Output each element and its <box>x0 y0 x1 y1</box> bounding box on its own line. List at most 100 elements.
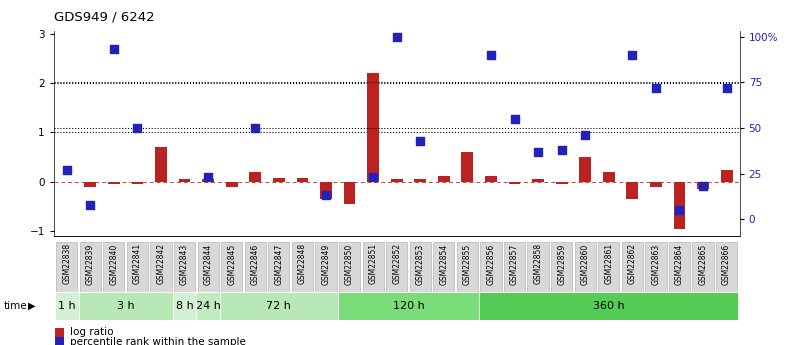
Bar <box>414 179 426 182</box>
FancyBboxPatch shape <box>80 242 101 292</box>
Bar <box>697 182 709 189</box>
Bar <box>532 179 544 182</box>
Bar <box>391 179 403 182</box>
Bar <box>674 182 685 229</box>
Point <box>84 202 97 207</box>
Point <box>579 132 592 138</box>
Bar <box>650 182 662 187</box>
Text: 360 h: 360 h <box>593 301 625 311</box>
FancyBboxPatch shape <box>127 242 148 292</box>
Bar <box>367 73 379 182</box>
Text: GSM22864: GSM22864 <box>675 243 684 285</box>
Point <box>485 52 498 58</box>
Text: 3 h: 3 h <box>117 301 134 311</box>
Text: GSM22857: GSM22857 <box>510 243 519 285</box>
Bar <box>626 182 638 199</box>
FancyBboxPatch shape <box>479 292 739 320</box>
Text: GSM22858: GSM22858 <box>534 243 543 284</box>
Text: GSM22849: GSM22849 <box>321 243 331 285</box>
Text: GSM22853: GSM22853 <box>416 243 425 285</box>
FancyBboxPatch shape <box>433 242 454 292</box>
Point <box>532 149 544 155</box>
Bar <box>320 182 332 199</box>
FancyBboxPatch shape <box>692 242 713 292</box>
Text: GSM22865: GSM22865 <box>698 243 708 285</box>
Point <box>697 184 710 189</box>
Bar <box>579 157 591 182</box>
Text: GSM22848: GSM22848 <box>298 243 307 284</box>
Text: GSM22855: GSM22855 <box>463 243 472 285</box>
FancyBboxPatch shape <box>574 242 596 292</box>
Text: GSM22839: GSM22839 <box>85 243 95 285</box>
Bar <box>85 182 97 187</box>
FancyBboxPatch shape <box>316 242 337 292</box>
FancyBboxPatch shape <box>268 242 290 292</box>
FancyBboxPatch shape <box>598 242 619 292</box>
Point <box>414 138 426 144</box>
FancyBboxPatch shape <box>174 242 195 292</box>
FancyBboxPatch shape <box>78 292 172 320</box>
Text: GSM22843: GSM22843 <box>180 243 189 285</box>
Bar <box>108 182 119 184</box>
Text: GDS949 / 6242: GDS949 / 6242 <box>54 10 154 23</box>
FancyBboxPatch shape <box>338 292 479 320</box>
FancyBboxPatch shape <box>150 242 172 292</box>
Bar <box>297 178 308 182</box>
FancyBboxPatch shape <box>172 292 196 320</box>
FancyBboxPatch shape <box>220 292 338 320</box>
FancyBboxPatch shape <box>292 242 313 292</box>
Bar <box>131 182 143 184</box>
Point <box>721 85 733 90</box>
FancyBboxPatch shape <box>362 242 384 292</box>
Text: GSM22840: GSM22840 <box>109 243 119 285</box>
Bar <box>485 176 497 182</box>
Text: GSM22862: GSM22862 <box>628 243 637 284</box>
FancyBboxPatch shape <box>244 242 266 292</box>
Text: GSM22846: GSM22846 <box>251 243 259 285</box>
Text: GSM22856: GSM22856 <box>486 243 495 285</box>
Text: 1 h: 1 h <box>58 301 76 311</box>
FancyBboxPatch shape <box>456 242 478 292</box>
Text: ■: ■ <box>54 335 65 345</box>
FancyBboxPatch shape <box>480 242 501 292</box>
Text: GSM22863: GSM22863 <box>652 243 660 285</box>
Text: GSM22847: GSM22847 <box>274 243 283 285</box>
Text: GSM22859: GSM22859 <box>557 243 566 285</box>
Bar <box>603 172 615 182</box>
Text: time: time <box>4 301 28 311</box>
FancyBboxPatch shape <box>669 242 690 292</box>
FancyBboxPatch shape <box>410 242 431 292</box>
Text: GSM22854: GSM22854 <box>439 243 448 285</box>
Text: 24 h: 24 h <box>195 301 221 311</box>
Text: GSM22850: GSM22850 <box>345 243 354 285</box>
Point <box>649 85 662 90</box>
FancyBboxPatch shape <box>645 242 667 292</box>
Text: GSM22851: GSM22851 <box>369 243 377 284</box>
Point <box>673 207 686 213</box>
Text: GSM22861: GSM22861 <box>604 243 613 284</box>
Point <box>508 116 520 121</box>
Text: 8 h: 8 h <box>176 301 194 311</box>
Text: GSM22841: GSM22841 <box>133 243 142 284</box>
FancyBboxPatch shape <box>56 242 78 292</box>
Point <box>555 147 568 152</box>
Text: GSM22866: GSM22866 <box>722 243 731 285</box>
Bar <box>202 179 214 182</box>
Bar <box>225 182 237 187</box>
Text: percentile rank within the sample: percentile rank within the sample <box>70 337 245 345</box>
Bar <box>155 147 167 182</box>
Bar <box>273 178 285 182</box>
FancyBboxPatch shape <box>196 292 220 320</box>
Bar <box>721 169 732 182</box>
Point <box>131 125 144 131</box>
Point <box>60 167 73 172</box>
FancyBboxPatch shape <box>551 242 572 292</box>
Bar <box>438 176 450 182</box>
FancyBboxPatch shape <box>504 242 525 292</box>
Text: GSM22860: GSM22860 <box>581 243 590 285</box>
Point <box>320 193 332 198</box>
Text: GSM22838: GSM22838 <box>62 243 71 284</box>
Bar <box>179 179 191 182</box>
Point <box>108 47 120 52</box>
Point <box>202 175 214 180</box>
